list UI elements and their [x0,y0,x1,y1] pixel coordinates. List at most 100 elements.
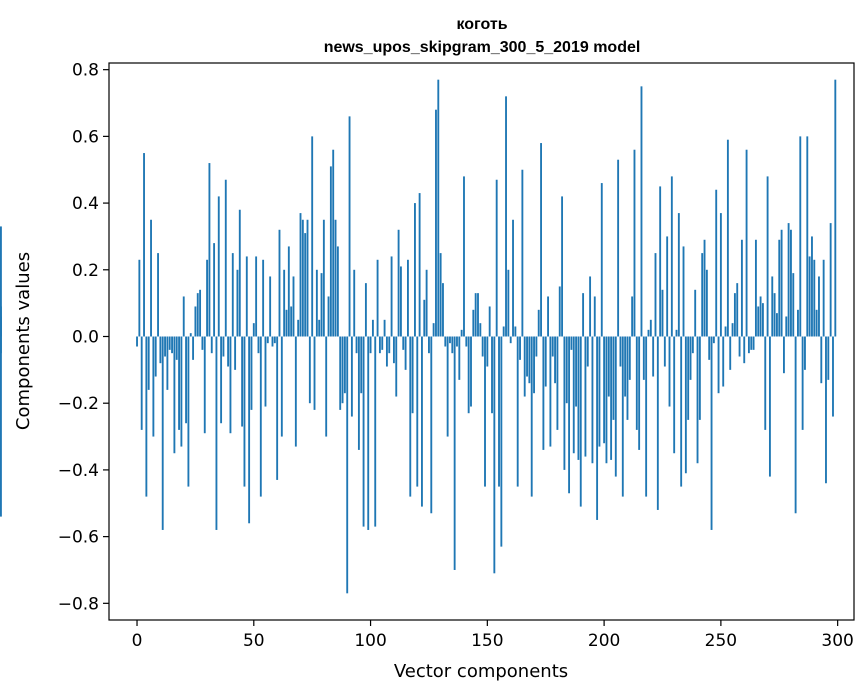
bar [570,336,573,350]
bar [502,326,505,337]
bar [743,336,746,364]
x-tick-label: 50 [243,631,265,651]
bar [376,259,379,337]
bar [544,336,547,387]
bar [472,309,475,337]
bar [343,336,346,394]
bar [593,296,596,337]
bar [362,336,365,527]
bar [315,269,318,337]
bar [563,336,566,470]
bar [171,336,173,354]
bar [785,316,788,337]
bar [591,336,594,464]
bar [164,336,166,357]
bar [313,336,316,410]
bar [173,336,176,454]
bar [778,239,781,337]
bar [766,176,769,337]
bar [733,293,736,337]
bar [719,213,722,337]
bar [329,166,332,337]
bar [668,336,671,407]
bar [635,336,638,430]
bar [603,336,606,444]
bar [612,336,615,420]
bar [512,219,514,337]
bar [425,269,428,337]
bar [638,336,641,450]
bar [600,183,603,337]
bar [797,309,799,337]
x-tick-label: 0 [132,631,143,651]
bar [705,269,708,337]
bar [813,259,816,337]
bar [500,336,503,547]
bar [280,336,283,437]
bar [773,293,776,337]
bar [318,319,321,337]
bar [528,336,531,384]
bar [285,309,288,337]
bar [430,336,433,514]
chart-title: коготь news_upos_skipgram_300_5_2019 mod… [324,16,641,56]
bar [360,336,363,394]
bar [598,336,601,447]
bar [619,336,622,367]
bar [561,196,564,337]
y-tick-label: −0.8 [58,594,99,614]
bar [392,336,395,364]
bar [465,336,468,347]
bar [187,336,190,487]
bar [834,79,837,337]
bar [409,336,412,497]
bar [159,336,162,364]
bar [388,336,391,354]
y-axis-label: Components values [13,252,34,430]
bar [747,336,750,354]
bar [589,276,592,337]
bar [136,336,138,347]
bar [715,189,718,337]
bar [738,336,741,357]
bar [710,336,713,530]
bar [575,336,578,407]
bar [390,256,393,337]
bar [0,306,2,337]
bar [348,116,351,337]
bar [820,336,823,384]
bar [708,336,711,360]
bar [811,236,813,337]
bar [533,336,535,394]
bar [463,176,465,337]
bar [308,336,311,404]
bar [322,219,325,337]
bar [556,336,559,430]
bar [484,336,486,487]
bar [332,149,335,337]
bar [435,109,437,337]
bar [596,336,599,520]
bar [790,229,792,337]
bar [402,336,405,350]
bar [649,319,652,337]
bar [745,149,748,337]
bar [194,306,197,337]
bar [682,246,685,337]
bar [764,336,767,430]
bar [428,336,430,354]
bar [456,336,458,347]
bar [670,176,673,337]
bar [507,269,510,337]
bar [297,319,300,337]
bar [336,246,339,337]
bar [299,213,302,337]
bar [276,336,279,480]
bar [722,336,725,387]
bar [617,159,620,337]
bar [717,336,720,394]
bar [495,179,498,337]
bar [245,256,248,337]
bar [752,336,755,350]
